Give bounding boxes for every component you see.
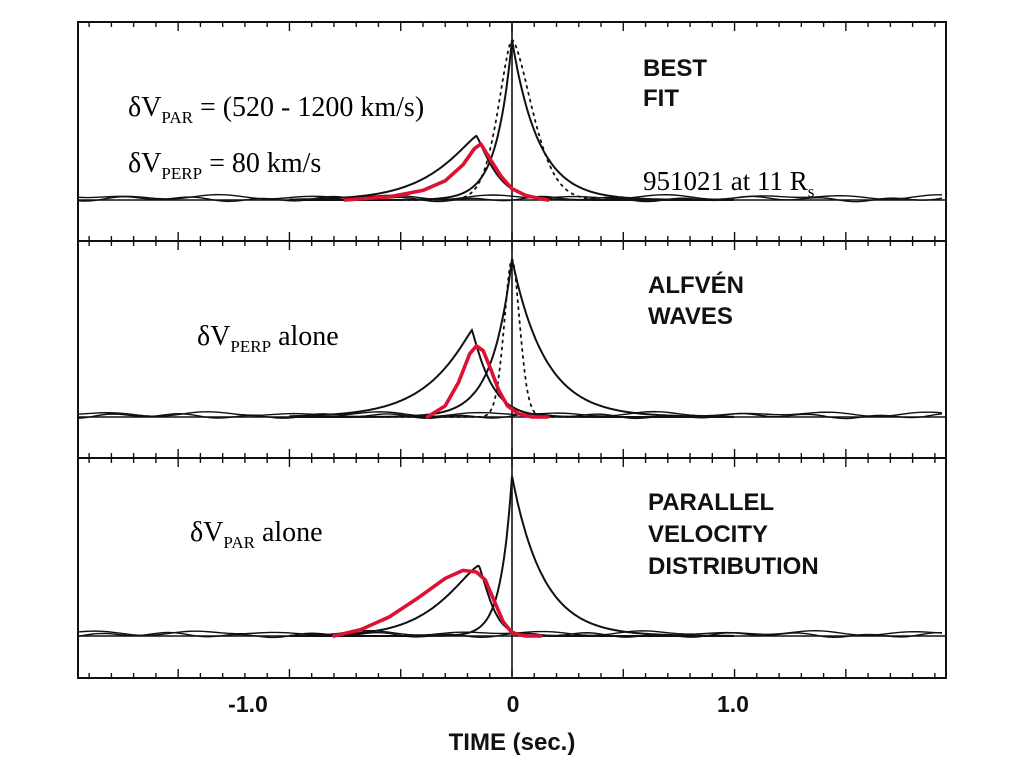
panel-alfven xyxy=(77,241,946,458)
series-alfven-observed-2 xyxy=(289,327,734,418)
panel-best-fit xyxy=(77,22,946,241)
annotation-dvperp-sub: PERP xyxy=(161,164,202,183)
wing-trace-b-parallel xyxy=(77,629,943,637)
annotation-dvperp-alone-base: δV xyxy=(197,321,230,352)
annotation-dvpar-alone-rest: alone xyxy=(255,517,323,548)
annotation-dvpar-alone-base: δV xyxy=(190,517,223,548)
series-parallel-highlight-2 xyxy=(332,568,543,638)
annotation-dvpar-rest: = (520 - 1200 km/s) xyxy=(193,92,424,123)
panel-title-best-line2: FIT xyxy=(643,85,679,112)
series-alfven-observed-0 xyxy=(289,258,734,418)
annotation-dvperp-alone: δVPERP alone xyxy=(197,321,339,356)
series-best-fit-dotted-1 xyxy=(288,38,735,201)
annotation-event-id: 951021 at 11 Rs xyxy=(643,166,814,201)
annotation-dvperp-base: δV xyxy=(128,148,161,179)
panel-title-alfven-line2: WAVES xyxy=(648,303,733,330)
annotation-dvpar-alone: δVPAR alone xyxy=(190,517,323,552)
annotation-dvpar-sub: PAR xyxy=(161,108,193,127)
panel-title-parallel-line2: VELOCITY xyxy=(648,521,768,548)
wing-trace-b-best-fit xyxy=(77,193,943,201)
panel-parallel xyxy=(77,458,946,678)
panels-layer xyxy=(77,22,946,678)
annotation-dvpar-base: δV xyxy=(128,92,161,123)
panel-title-alfven-line1: ALFVÉN xyxy=(648,271,744,299)
annotation-dvpar-range: δVPAR = (520 - 1200 km/s) xyxy=(128,92,424,127)
x-tick-label-one: 1.0 xyxy=(717,691,749,717)
panel-title-best-line1: BEST xyxy=(643,55,707,82)
annotation-dvperp-rest: = 80 km/s xyxy=(202,148,321,179)
x-tick-label-zero: 0 xyxy=(507,691,520,717)
panel-title-parallel-line1: PARALLEL xyxy=(648,489,774,516)
annotation-dvperp-alone-sub: PERP xyxy=(230,337,271,356)
annotation-dvpar-alone-sub: PAR xyxy=(223,533,255,552)
x-axis-label: TIME (sec.) xyxy=(449,729,576,756)
annotation-dvperp-alone-rest: alone xyxy=(271,321,339,352)
annotation-event-base: 951021 at 11 R xyxy=(643,166,808,196)
panel-title-parallel-line3: DISTRIBUTION xyxy=(648,553,819,580)
series-alfven-highlight-3 xyxy=(425,344,550,419)
wing-trace-b-alfven xyxy=(77,410,943,418)
series-parallel-observed-0 xyxy=(289,475,734,637)
wing-trace-a-best-fit xyxy=(77,195,943,203)
annotation-event-sub: s xyxy=(808,182,815,201)
annotation-dvperp-value: δVPERP = 80 km/s xyxy=(128,148,321,183)
series-best-fit-highlight-3 xyxy=(343,142,550,202)
x-tick-label-minus-one: -1.0 xyxy=(228,691,268,717)
